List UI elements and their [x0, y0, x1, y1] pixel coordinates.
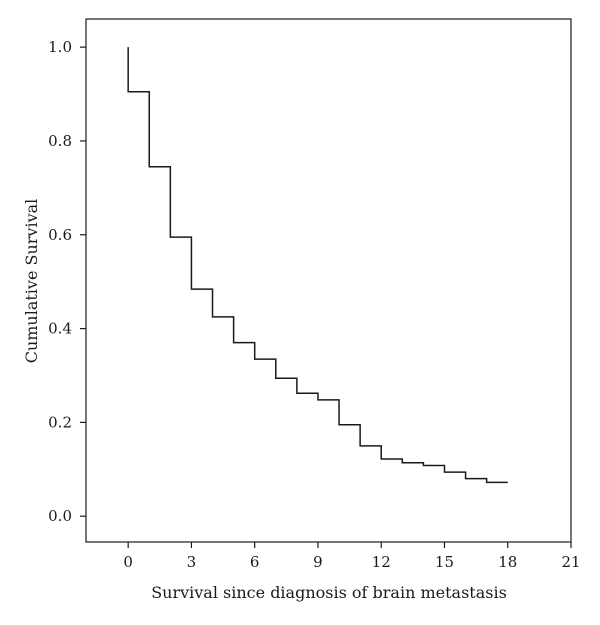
y-tick-label: 0.4 [48, 320, 72, 338]
y-tick-label: 0.0 [48, 507, 72, 525]
y-tick-label: 1.0 [48, 38, 72, 56]
x-tick-label: 12 [372, 553, 391, 571]
x-tick-label: 3 [187, 553, 197, 571]
x-tick-label: 21 [561, 553, 580, 571]
x-tick-label: 6 [250, 553, 260, 571]
x-tick-label: 15 [435, 553, 454, 571]
x-axis-ticks: 0 3 6 9 12 15 18 21 [123, 542, 581, 571]
y-axis-ticks: 0.0 0.2 0.4 0.6 0.8 1.0 [48, 38, 86, 525]
y-tick-label: 0.6 [48, 226, 72, 244]
y-axis-label: Cumulative Survival [22, 199, 41, 364]
x-tick-label: 18 [498, 553, 517, 571]
plot-frame [85, 18, 572, 543]
survival-step-line [127, 47, 508, 484]
x-tick-label: 9 [313, 553, 323, 571]
x-tick-label: 0 [123, 553, 133, 571]
y-tick-label: 0.8 [48, 132, 72, 150]
y-tick-label: 0.2 [48, 413, 72, 431]
x-axis-label: Survival since diagnosis of brain metast… [151, 583, 507, 602]
